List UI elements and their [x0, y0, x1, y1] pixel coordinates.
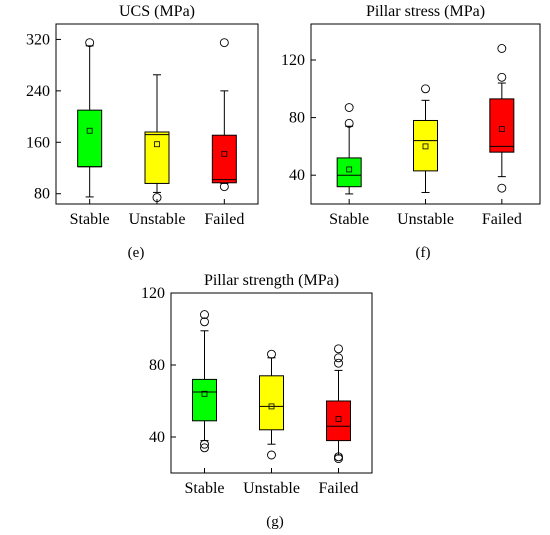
- box-failed: [326, 400, 351, 442]
- mean-marker: [221, 150, 228, 157]
- x-tick-label: Unstable: [129, 211, 186, 228]
- outlier-point: [334, 454, 343, 464]
- mean-marker: [422, 143, 429, 150]
- outlier-point: [200, 439, 209, 449]
- outlier-point: [334, 344, 343, 354]
- panel-label-g: (g): [266, 514, 284, 530]
- mean-marker: [498, 126, 505, 133]
- x-tick-label: Failed: [482, 211, 522, 228]
- box-stable: [77, 109, 103, 168]
- y-tick-label: 120: [141, 285, 165, 302]
- x-tick-label: Unstable: [397, 211, 454, 228]
- x-tick-label: Failed: [204, 211, 244, 228]
- mean-marker: [201, 390, 208, 397]
- mean-marker: [154, 141, 160, 148]
- outlier-point: [200, 317, 209, 327]
- outlier-point: [200, 443, 209, 453]
- mean-marker: [86, 127, 93, 134]
- box-failed: [211, 134, 237, 184]
- outlier-point: [85, 38, 95, 48]
- outlier-point: [344, 118, 354, 128]
- outlier-point: [497, 44, 507, 53]
- chart-title: UCS (MPa): [119, 3, 195, 20]
- y-tick-label: 120: [281, 52, 305, 69]
- outlier-point: [152, 193, 162, 203]
- box-unstable: [144, 131, 170, 184]
- box-failed: [489, 98, 515, 153]
- chart-pillar-strength: Pillar strength (MPa) 40 80 120 Stable Unstab…: [141, 272, 373, 497]
- mean-marker: [346, 166, 353, 173]
- box-stable: [192, 378, 217, 422]
- outlier-point: [267, 450, 276, 460]
- outlier-point: [200, 310, 209, 320]
- box-unstable: [259, 375, 284, 431]
- outlier-point: [344, 103, 354, 112]
- y-tick-label: 240: [26, 83, 50, 100]
- outlier-point: [334, 353, 343, 363]
- y-tick-label: 160: [26, 134, 50, 151]
- outlier-point: [219, 38, 229, 48]
- x-tick-label: Unstable: [243, 480, 300, 497]
- outlier-point: [267, 349, 276, 359]
- outlier-point: [219, 182, 229, 192]
- y-tick-label: 80: [34, 186, 50, 203]
- chart-ucs: UCS (MPa) 80 160 240 320 Stable Unstable Failed: [26, 3, 259, 228]
- panel-label-e: (e): [128, 245, 145, 261]
- outlier-point: [334, 358, 343, 368]
- outlier-point: [334, 452, 343, 462]
- mean-marker: [268, 403, 275, 410]
- outlier-point: [497, 183, 507, 193]
- x-tick-label: Stable: [70, 211, 110, 228]
- box-unstable: [413, 119, 438, 172]
- x-tick-label: Stable: [185, 480, 225, 497]
- y-tick-label: 80: [289, 110, 305, 127]
- y-tick-label: 40: [289, 167, 305, 184]
- chart-pillar-stress: Pillar stress (MPa) 40 80 120 Stable Unstable…: [281, 3, 541, 228]
- outlier-point: [421, 84, 430, 94]
- outlier-point: [497, 72, 507, 82]
- chart-title: Pillar strength (MPa): [204, 272, 339, 289]
- y-tick-label: 320: [26, 31, 50, 48]
- y-tick-label: 40: [149, 429, 165, 446]
- x-tick-label: Stable: [329, 211, 369, 228]
- panel-label-f: (f): [416, 245, 431, 261]
- mean-marker: [335, 416, 342, 422]
- x-tick-label: Failed: [319, 480, 359, 497]
- y-tick-label: 80: [149, 357, 165, 374]
- chart-title: Pillar stress (MPa): [366, 3, 485, 20]
